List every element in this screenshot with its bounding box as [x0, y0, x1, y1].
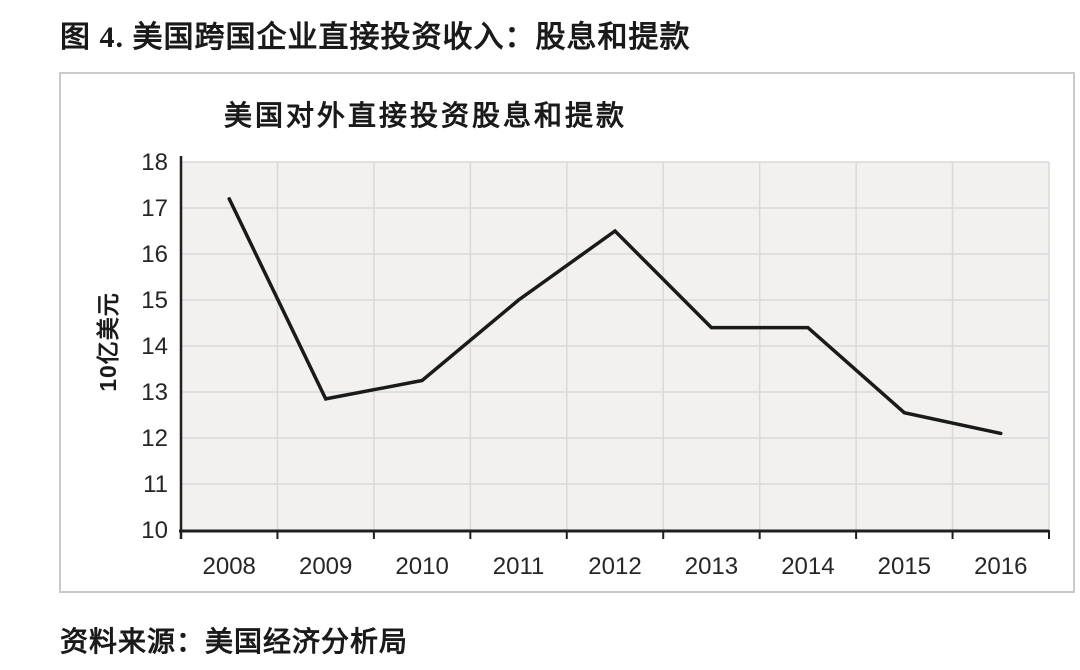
- x-tick-label: 2016: [974, 553, 1027, 580]
- line-chart-plot: 10 11 12 13 14 15 16 17 18 2008 2009 2010 2011 2012 20…: [141, 149, 1050, 580]
- data-line-dividends-withdrawals: [227, 197, 1003, 436]
- chart-container: 美国对外直接投资股息和提款 10亿美元 10 11 12 13 14 15 16 17 18 20…: [59, 72, 1075, 593]
- y-tick-label: 10: [141, 517, 168, 544]
- source-note: 资料来源：美国经济分析局: [60, 627, 409, 658]
- x-tick-label: 2014: [781, 553, 834, 580]
- y-tick-label: 18: [141, 149, 168, 176]
- y-tick-label: 13: [141, 379, 168, 406]
- y-tick-label: 17: [141, 195, 168, 222]
- figure-title: 图 4. 美国跨国企业直接投资收入：股息和提款: [60, 21, 691, 54]
- x-tick-label: 2010: [395, 553, 448, 580]
- x-tick-label: 2011: [493, 553, 545, 580]
- y-tick-label: 11: [143, 471, 168, 498]
- y-tick-label: 12: [141, 425, 168, 452]
- chart-title: 美国对外直接投资股息和提款: [224, 101, 628, 132]
- x-tick-label: 2008: [203, 553, 256, 580]
- y-tick-label: 16: [141, 241, 168, 268]
- x-tick-label: 2015: [878, 553, 931, 580]
- y-tick-label: 15: [141, 287, 168, 314]
- y-tick-label: 14: [141, 333, 168, 360]
- x-tick-label: 2013: [685, 553, 738, 580]
- x-tick-label: 2012: [588, 553, 641, 580]
- x-tick-label: 2009: [299, 553, 352, 580]
